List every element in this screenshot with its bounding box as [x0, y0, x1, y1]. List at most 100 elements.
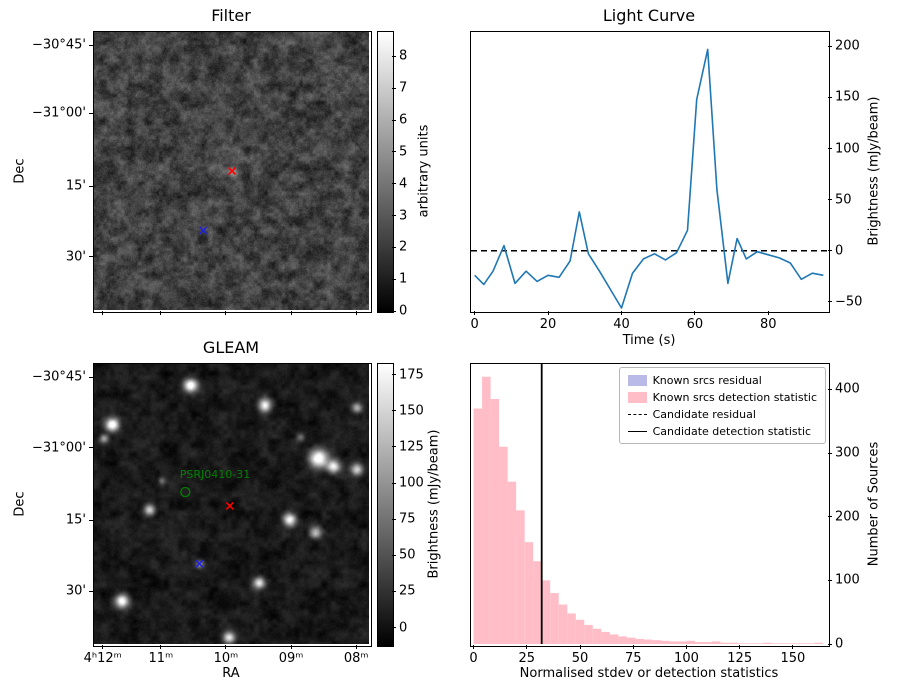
histogram-bar: [703, 642, 713, 644]
tick-label: 15': [65, 178, 86, 194]
histogram-bar: [490, 399, 500, 644]
tick-mark: [685, 645, 687, 649]
tick-mark: [89, 519, 93, 521]
tick-mark: [828, 516, 832, 518]
tick-label: −31°00': [31, 105, 86, 121]
pulsar-annotation-text: PSRJ0410-31: [180, 468, 250, 481]
tick-mark: [89, 590, 93, 592]
tick-mark: [392, 119, 396, 121]
legend-swatch-candidate-residual: [627, 413, 647, 415]
tick-mark: [290, 645, 292, 649]
histogram-bar: [643, 639, 653, 644]
tick-label: 1: [399, 271, 408, 287]
tick-label: 30': [65, 249, 86, 265]
tick-label: 0: [399, 303, 408, 319]
tick-mark: [225, 645, 227, 649]
tick-label: 0: [835, 636, 844, 652]
tick-label: 175: [399, 367, 424, 383]
tick-mark: [828, 96, 832, 98]
histogram-bar: [567, 613, 576, 644]
tick-label: 0: [835, 243, 844, 259]
histogram-bar: [712, 641, 721, 644]
tick-mark: [355, 311, 357, 315]
tick-label: 5: [399, 144, 408, 160]
tick-mark: [392, 87, 396, 89]
tick-label: 400: [835, 381, 860, 397]
tick-mark: [225, 311, 227, 315]
tick-mark: [392, 627, 396, 629]
tick-mark: [392, 446, 396, 448]
histogram-bar: [754, 643, 764, 644]
histogram-bar: [788, 643, 798, 644]
tick-mark: [160, 645, 162, 649]
tick-label: 80: [759, 317, 777, 332]
histogram-bar: [516, 510, 525, 644]
light-curve-svg: [471, 48, 827, 309]
histogram-bar: [694, 642, 704, 644]
histogram-bar: [805, 643, 815, 644]
tick-mark: [392, 183, 396, 185]
filter-image-panel: [93, 31, 372, 313]
tick-label: 40: [613, 317, 630, 332]
tick-label: 3: [399, 208, 408, 224]
tick-mark: [102, 311, 104, 315]
filter-colorbar: [377, 31, 394, 313]
histogram-bar: [482, 376, 491, 644]
tick-mark: [828, 148, 832, 149]
filter-y-axis-label: Dec: [12, 158, 28, 184]
tick-mark: [828, 199, 832, 201]
histogram-bar: [737, 643, 747, 644]
tick-label: 200: [835, 509, 860, 525]
histogram-bar: [771, 643, 781, 644]
histogram-bar: [763, 642, 772, 644]
tick-label: −31°00': [31, 440, 86, 456]
tick-mark: [89, 256, 93, 258]
histogram-bar: [558, 604, 568, 644]
tick-label: 150: [835, 89, 860, 105]
histogram-bar: [541, 580, 551, 644]
histogram-bar: [550, 593, 559, 644]
histogram-bar: [720, 642, 730, 644]
tick-label: 300: [835, 445, 860, 461]
histogram-bar: [729, 642, 738, 644]
tick-label: 25: [399, 583, 416, 599]
tick-mark: [632, 645, 634, 649]
legend-item-known-srcs-detection: Known srcs detection statistic: [627, 390, 817, 404]
legend-item-known-srcs-residual: Known srcs residual: [627, 373, 817, 387]
histogram-bar: [592, 628, 602, 644]
tick-mark: [579, 645, 581, 649]
tick-label: −50: [835, 294, 863, 310]
histogram-bar: [626, 637, 636, 644]
legend-swatch-candidate-detection: [627, 430, 647, 432]
tick-label: 60: [686, 317, 704, 332]
tick-mark: [392, 482, 396, 484]
histogram-bar: [686, 640, 695, 644]
gleam-colorbar: [377, 363, 394, 647]
tick-mark: [89, 376, 93, 378]
detection-histogram-plot: [470, 363, 830, 647]
histogram-y-axis-label: Number of Sources: [866, 441, 882, 567]
tick-label: 75: [624, 651, 642, 666]
histogram-bar: [601, 631, 610, 644]
tick-mark: [89, 112, 93, 114]
tick-label: 30': [65, 583, 86, 599]
tick-label: 08ᵐ: [343, 651, 369, 666]
gleam-marker-overlay: PSRJ0410-31: [180, 468, 250, 568]
tick-label: 15': [65, 512, 86, 528]
light-curve-y-axis-label: Brightness (mJy/beam): [866, 96, 882, 246]
legend-swatch-known-srcs-detection: [627, 391, 647, 403]
tick-label: 20: [539, 317, 557, 332]
tick-label: 0: [399, 620, 408, 636]
tick-label: 7: [399, 80, 408, 96]
tick-mark: [828, 301, 832, 303]
histogram-bar: [575, 619, 585, 644]
tick-mark: [392, 518, 396, 520]
tick-mark: [694, 311, 696, 315]
tick-mark: [828, 45, 832, 47]
tick-mark: [89, 185, 93, 187]
tick-label: 6: [399, 112, 408, 128]
pulsar-annotation-circle: [180, 486, 191, 498]
tick-label: 100: [399, 475, 424, 491]
histogram-bar: [669, 641, 678, 644]
light-curve-line: [474, 48, 824, 309]
